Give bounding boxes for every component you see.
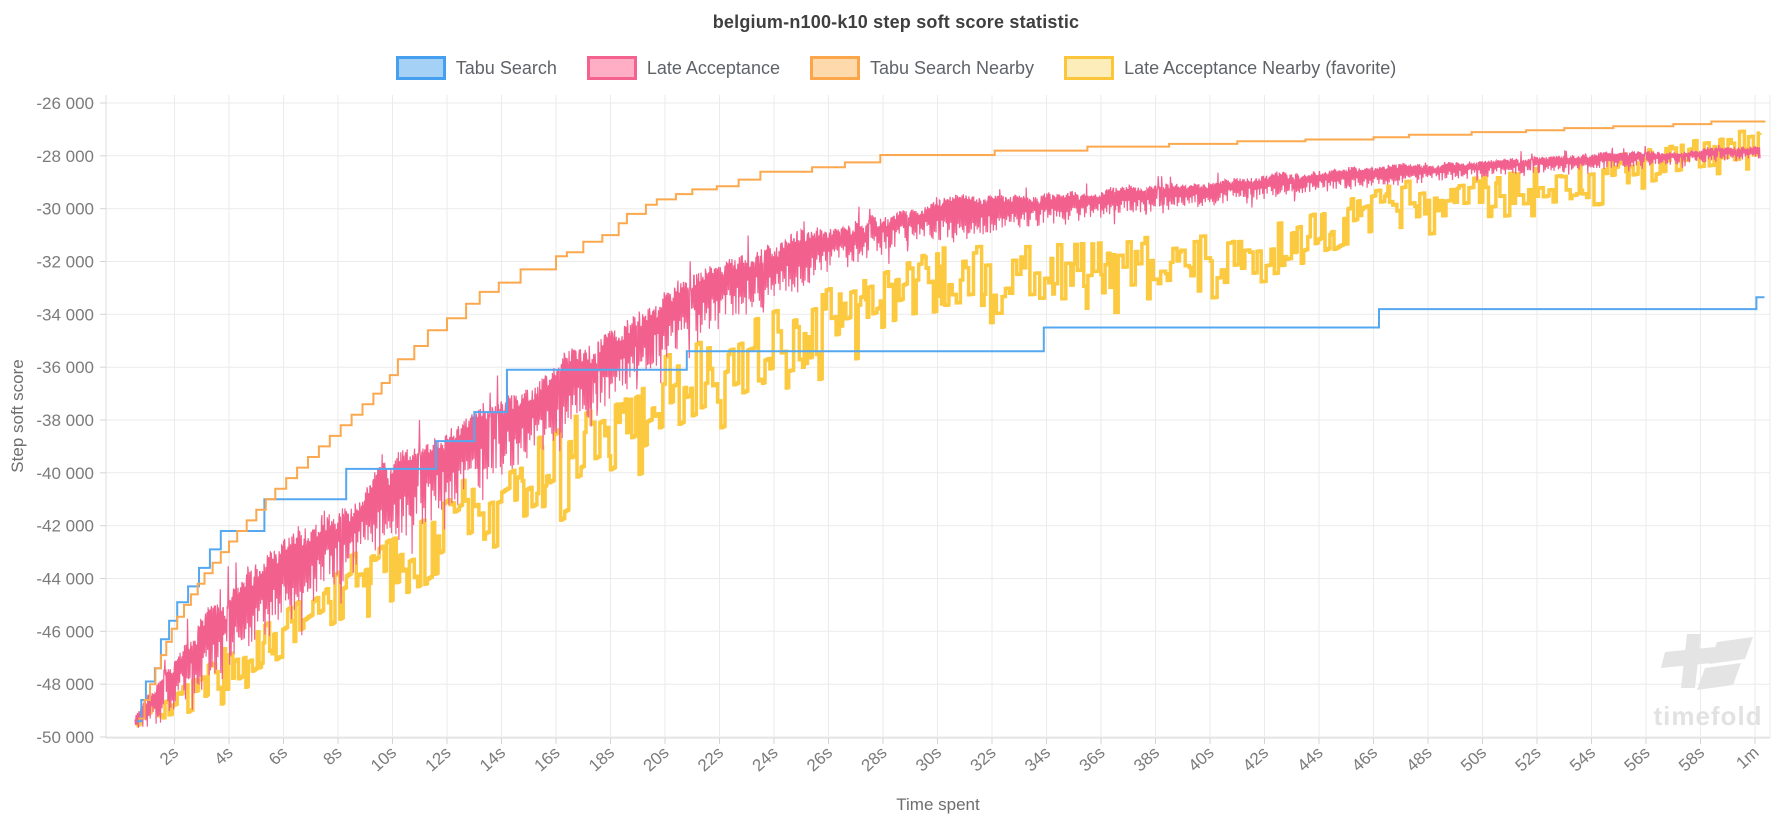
svg-text:16s: 16s [531,743,564,775]
svg-text:-48 000: -48 000 [36,675,94,694]
svg-text:30s: 30s [912,743,945,775]
svg-text:-42 000: -42 000 [36,517,94,536]
svg-text:-32 000: -32 000 [36,253,94,272]
legend-label: Tabu Search [455,57,557,78]
svg-text:-34 000: -34 000 [36,305,94,324]
svg-text:-28 000: -28 000 [36,147,94,166]
series-line-1 [134,144,1761,728]
svg-text:44s: 44s [1294,743,1327,775]
svg-text:26s: 26s [803,743,836,775]
svg-text:-44 000: -44 000 [36,570,94,589]
legend-label: Late Acceptance [646,57,780,78]
svg-text:-30 000: -30 000 [36,200,94,219]
series-line-2 [138,120,1766,720]
legend-item-late-acceptance-nearby-favorite[interactable]: Late Acceptance Nearby (favorite) [1064,56,1396,80]
svg-text:50s: 50s [1457,743,1490,775]
svg-text:38s: 38s [1130,743,1163,775]
legend-swatch [395,56,446,80]
svg-text:14s: 14s [476,743,509,775]
svg-text:32s: 32s [967,743,1000,775]
svg-text:-46 000: -46 000 [36,622,94,641]
svg-text:2s: 2s [156,743,182,769]
svg-text:52s: 52s [1512,743,1545,775]
svg-text:-36 000: -36 000 [36,358,94,377]
legend-swatch [586,56,637,80]
svg-text:56s: 56s [1621,743,1654,775]
svg-text:20s: 20s [640,743,673,775]
svg-text:8s: 8s [320,743,346,769]
svg-text:22s: 22s [694,743,727,775]
series-line-3 [135,129,1762,728]
svg-text:-38 000: -38 000 [36,411,94,430]
svg-text:54s: 54s [1566,743,1599,775]
svg-text:58s: 58s [1675,743,1708,775]
svg-text:18s: 18s [585,743,618,775]
series-lines [134,120,1766,728]
svg-text:-40 000: -40 000 [36,464,94,483]
svg-text:28s: 28s [858,743,891,775]
chart-title: belgium-n100-k10 step soft score statist… [712,12,1080,32]
axes [100,95,1770,744]
legend-item-tabu-search[interactable]: Tabu Search [395,56,557,80]
svg-text:12s: 12s [422,743,455,775]
svg-text:48s: 48s [1403,743,1436,775]
y-axis-tick-labels: -26 000 -28 000 -30 000 -32 000 -34 000 -36 0… [36,94,94,747]
svg-text:-26 000: -26 000 [36,94,94,113]
legend-swatch [1064,56,1115,80]
chart-legend: Tabu Search Late Acceptance Tabu Search Ne… [0,56,1792,80]
svg-text:46s: 46s [1348,743,1381,775]
legend-label: Tabu Search Nearby [869,57,1035,78]
svg-text:40s: 40s [1185,743,1218,775]
svg-text:10s: 10s [367,743,400,775]
svg-text:42s: 42s [1239,743,1272,775]
svg-text:4s: 4s [211,743,237,769]
legend-item-late-acceptance[interactable]: Late Acceptance [586,56,780,80]
x-axis-tick-labels: 2s 4s 6s 8s 10s 12s 14s 16s 18s 20s 22s 24s 26s 28s 30… [156,743,1763,775]
legend-item-tabu-search-nearby[interactable]: Tabu Search Nearby [809,56,1035,80]
x-axis-title: Time spent [896,795,980,814]
svg-text:6s: 6s [265,743,291,769]
svg-text:36s: 36s [1076,743,1109,775]
svg-text:1m: 1m [1732,743,1762,773]
legend-label: Late Acceptance Nearby (favorite) [1124,57,1397,78]
svg-text:24s: 24s [749,743,782,775]
svg-text:34s: 34s [1021,743,1054,775]
svg-text:-50 000: -50 000 [36,728,94,747]
legend-swatch [809,56,860,80]
